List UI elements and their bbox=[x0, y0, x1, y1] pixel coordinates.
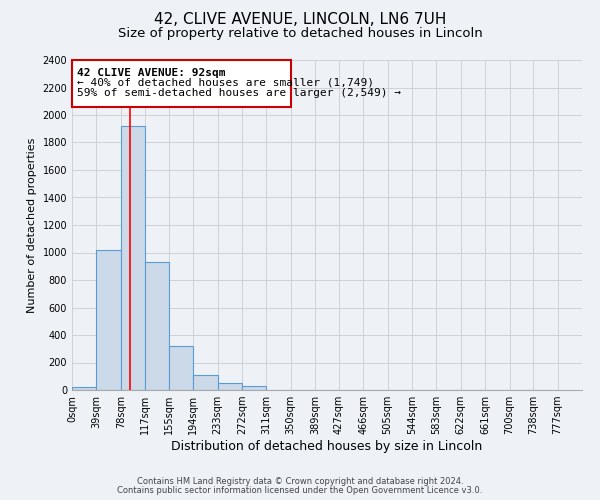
Text: 42, CLIVE AVENUE, LINCOLN, LN6 7UH: 42, CLIVE AVENUE, LINCOLN, LN6 7UH bbox=[154, 12, 446, 28]
Text: 59% of semi-detached houses are larger (2,549) →: 59% of semi-detached houses are larger (… bbox=[77, 88, 401, 98]
Bar bbox=[121, 126, 145, 390]
Text: Contains public sector information licensed under the Open Government Licence v3: Contains public sector information licen… bbox=[118, 486, 482, 495]
Bar bbox=[242, 386, 266, 390]
Bar bbox=[169, 346, 193, 390]
X-axis label: Distribution of detached houses by size in Lincoln: Distribution of detached houses by size … bbox=[172, 440, 482, 453]
Bar bbox=[72, 387, 97, 390]
Text: Size of property relative to detached houses in Lincoln: Size of property relative to detached ho… bbox=[118, 28, 482, 40]
Bar bbox=[218, 383, 242, 390]
Text: 42 CLIVE AVENUE: 92sqm: 42 CLIVE AVENUE: 92sqm bbox=[77, 68, 226, 78]
Bar bbox=[72, 60, 291, 107]
Bar bbox=[97, 250, 121, 390]
Text: ← 40% of detached houses are smaller (1,749): ← 40% of detached houses are smaller (1,… bbox=[77, 78, 374, 88]
Text: Contains HM Land Registry data © Crown copyright and database right 2024.: Contains HM Land Registry data © Crown c… bbox=[137, 477, 463, 486]
Bar bbox=[193, 375, 218, 390]
Bar bbox=[145, 262, 169, 390]
Y-axis label: Number of detached properties: Number of detached properties bbox=[27, 138, 37, 312]
